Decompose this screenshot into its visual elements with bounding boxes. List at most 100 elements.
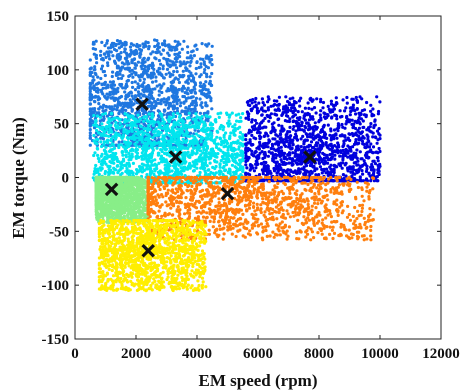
scatter-point bbox=[118, 69, 122, 73]
scatter-point bbox=[263, 109, 268, 113]
scatter-point bbox=[139, 48, 144, 52]
scatter-point bbox=[230, 111, 234, 115]
scatter-point bbox=[123, 90, 127, 94]
scatter-point bbox=[159, 73, 163, 77]
scatter-point bbox=[151, 136, 155, 140]
scatter-point bbox=[112, 96, 116, 100]
scatter-point bbox=[104, 145, 108, 149]
scatter-point bbox=[211, 126, 215, 131]
scatter-point bbox=[208, 60, 212, 64]
scatter-point bbox=[231, 125, 235, 129]
scatter-point bbox=[123, 47, 127, 51]
scatter-point bbox=[130, 94, 134, 98]
scatter-point bbox=[284, 95, 288, 99]
scatter-point bbox=[209, 170, 213, 175]
scatter-point bbox=[188, 64, 192, 68]
scatter-point bbox=[218, 163, 222, 167]
scatter-point bbox=[375, 95, 379, 99]
scatter-point bbox=[324, 142, 328, 146]
scatter-point bbox=[283, 119, 287, 123]
scatter-point bbox=[195, 60, 199, 65]
scatter-point bbox=[258, 131, 262, 135]
scatter-point bbox=[105, 39, 109, 43]
scatter-point bbox=[299, 96, 303, 100]
scatter-point bbox=[130, 108, 134, 112]
scatter-point bbox=[251, 98, 255, 102]
scatter-point bbox=[239, 116, 243, 120]
scatter-point bbox=[209, 53, 213, 58]
scatter-point bbox=[333, 157, 337, 161]
scatter-point bbox=[163, 39, 167, 43]
scatter-point bbox=[250, 143, 254, 147]
scatter-point bbox=[132, 121, 136, 125]
scatter-point bbox=[194, 112, 198, 116]
scatter-point bbox=[354, 112, 358, 116]
scatter-point bbox=[206, 88, 210, 92]
scatter-point bbox=[203, 87, 207, 91]
scatter-point bbox=[241, 144, 245, 148]
scatter-point bbox=[191, 49, 195, 53]
scatter-points bbox=[88, 38, 382, 293]
scatter-point bbox=[131, 97, 135, 101]
scatter-point bbox=[376, 159, 380, 163]
scatter-point bbox=[109, 46, 113, 50]
scatter-point bbox=[175, 139, 180, 143]
scatter-point bbox=[98, 126, 103, 130]
scatter-point bbox=[294, 101, 298, 105]
scatter-point bbox=[290, 157, 295, 161]
scatter-point bbox=[110, 74, 114, 79]
scatter-point bbox=[114, 42, 118, 47]
scatter-point bbox=[341, 158, 345, 162]
scatter-point bbox=[146, 65, 150, 69]
scatter-point bbox=[332, 103, 336, 107]
scatter-point bbox=[369, 109, 373, 113]
scatter-point bbox=[175, 102, 179, 106]
scatter-point bbox=[360, 164, 364, 168]
scatter-point bbox=[241, 133, 245, 137]
scatter-point bbox=[371, 145, 376, 149]
scatter-point bbox=[210, 63, 214, 67]
scatter-point bbox=[180, 62, 184, 66]
scatter-point bbox=[112, 161, 116, 165]
scatter-point bbox=[121, 153, 125, 157]
scatter-point bbox=[167, 53, 171, 58]
scatter-point bbox=[224, 163, 229, 167]
scatter-point bbox=[241, 150, 245, 154]
scatter-point bbox=[206, 168, 210, 172]
scatter-point bbox=[358, 150, 362, 154]
scatter-point bbox=[180, 127, 184, 131]
scatter-point bbox=[91, 47, 95, 51]
scatter-point bbox=[326, 173, 330, 177]
scatter-point bbox=[246, 114, 251, 119]
scatter-point bbox=[97, 159, 101, 164]
scatter-point bbox=[163, 124, 167, 128]
scatter-point bbox=[151, 80, 155, 84]
scatter-point bbox=[105, 128, 109, 132]
scatter-point bbox=[208, 161, 212, 165]
scatter-point bbox=[247, 128, 252, 132]
scatter-point bbox=[175, 66, 179, 70]
scatter-point bbox=[173, 48, 177, 52]
scatter-point bbox=[139, 96, 143, 100]
scatter-point bbox=[281, 172, 285, 176]
scatter-point bbox=[201, 129, 205, 133]
scatter-point bbox=[281, 107, 286, 111]
scatter-point bbox=[235, 155, 239, 159]
scatter-point bbox=[117, 46, 121, 50]
scatter-point bbox=[241, 137, 245, 141]
scatter-point bbox=[97, 172, 101, 176]
scatter-point bbox=[200, 90, 204, 94]
scatter-point bbox=[291, 170, 295, 174]
scatter-point bbox=[227, 119, 231, 123]
scatter-point bbox=[369, 148, 373, 152]
scatter-point bbox=[302, 140, 306, 144]
scatter-point bbox=[88, 82, 92, 86]
scatter-point bbox=[114, 72, 118, 76]
scatter-point bbox=[100, 122, 104, 126]
scatter-point bbox=[271, 157, 275, 161]
scatter-point bbox=[206, 111, 210, 115]
scatter-point bbox=[99, 140, 103, 144]
scatter-point bbox=[99, 49, 103, 54]
scatter-point bbox=[159, 131, 163, 135]
scatter-point bbox=[102, 103, 106, 107]
